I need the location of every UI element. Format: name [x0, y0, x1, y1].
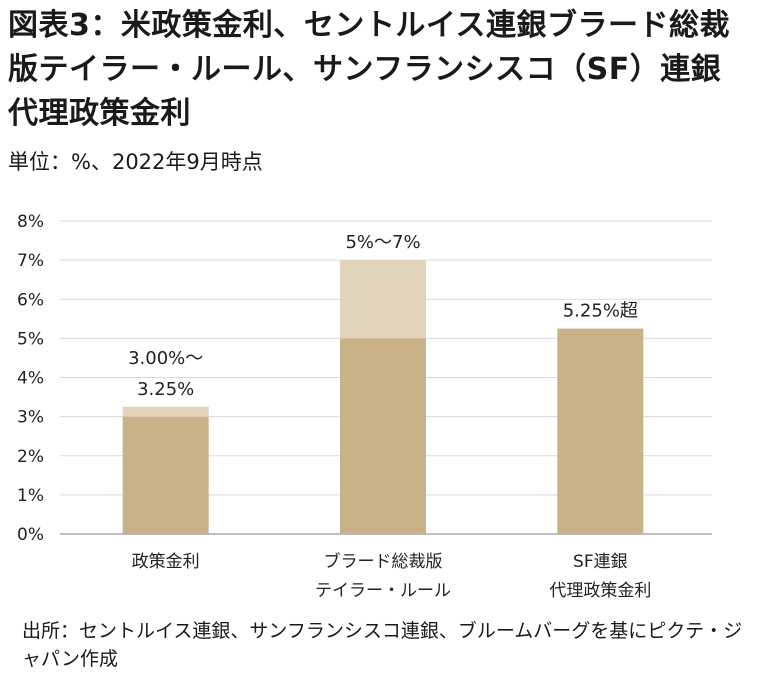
bar-chart: 0% 1% 2% 3% 4% 5% 6% 7% 8% 3.00%～ 3.25% 政策金利 5%～7% ブラ… [17, 212, 712, 601]
bar [122, 416, 209, 534]
chart-title: 図表3：米政策金利、セントルイス連銀ブラード総裁版テイラー・ルール、サンフランシ… [8, 8, 730, 131]
category-label: 政策金利 [132, 552, 200, 572]
data-label: 5%～7% [345, 232, 420, 253]
y-tick-label: 3% [17, 408, 44, 428]
source-note: 出所：セントルイス連銀、サンフランシスコ連銀、ブルームバーグを基にピクテ・ジャパ… [22, 620, 743, 670]
y-tick-label: 6% [17, 290, 44, 310]
data-label: 5.25%超 [563, 301, 638, 322]
bar-range [122, 406, 209, 417]
y-tick-label: 2% [17, 447, 44, 467]
bar [340, 338, 426, 534]
y-tick-label: 5% [17, 329, 44, 349]
y-tick-label: 8% [17, 212, 44, 232]
category-label: ブラード総裁版 [324, 551, 443, 572]
y-tick-label: 1% [17, 486, 44, 506]
data-label: 3.00%～ [128, 348, 203, 369]
y-tick-label: 0% [17, 525, 44, 545]
data-label: 3.25% [137, 379, 194, 400]
category-label: 代理政策金利 [549, 581, 651, 601]
bar-range [340, 260, 426, 339]
unit-subtitle: 単位：%、2022年9月時点 [8, 150, 263, 174]
bar [557, 328, 644, 534]
category-label: テイラー・ルール [315, 581, 451, 601]
category-label: SF連銀 [573, 552, 628, 572]
y-tick-label: 7% [17, 251, 44, 271]
y-tick-label: 4% [17, 369, 44, 389]
